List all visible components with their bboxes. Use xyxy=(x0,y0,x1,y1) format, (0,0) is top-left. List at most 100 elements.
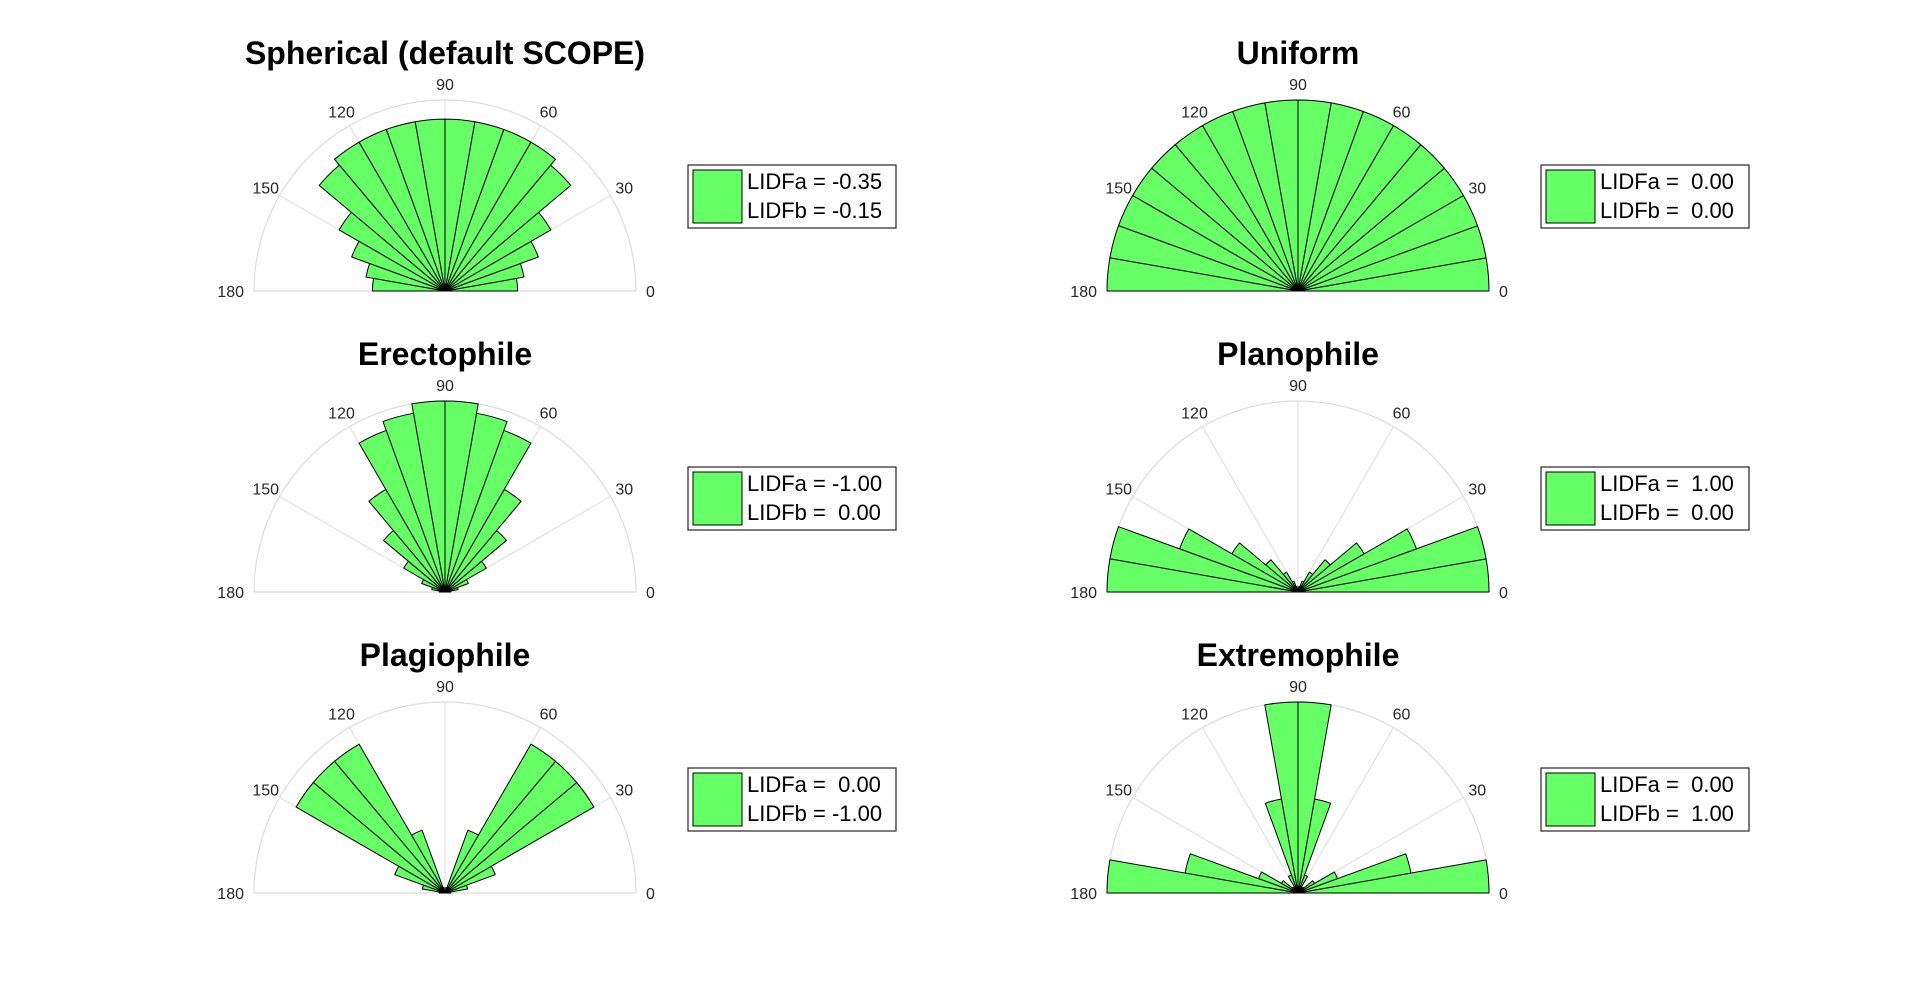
tick-label-180: 180 xyxy=(217,585,244,602)
tick-label-120: 120 xyxy=(1181,707,1208,724)
tick-label-120: 120 xyxy=(328,406,355,423)
bar-bin-165 xyxy=(421,884,446,894)
tick-label-150: 150 xyxy=(1105,783,1132,800)
tick-label-60: 60 xyxy=(1393,406,1411,423)
legend-entry: LIDFa = 0.00 xyxy=(1600,772,1734,797)
legend-entry: LIDFb = 0.00 xyxy=(1600,500,1734,525)
bar-bin-155 xyxy=(351,240,446,292)
bar-bin-15 xyxy=(1297,526,1487,593)
tick-label-150: 150 xyxy=(252,482,279,499)
spoke-60 xyxy=(1297,727,1394,894)
polar-chart-1: Spherical (default SCOPE) 0 30 60 90 120 150 18… xyxy=(217,35,897,301)
bar-bin-145 xyxy=(338,211,446,292)
legend-entry: LIDFa = -0.35 xyxy=(747,169,882,194)
tick-label-0: 0 xyxy=(646,284,655,301)
tick-label-30: 30 xyxy=(615,482,633,499)
tick-label-30: 30 xyxy=(615,181,633,198)
tick-label-180: 180 xyxy=(1070,886,1097,903)
tick-label-150: 150 xyxy=(1105,482,1132,499)
bar-bin-125 xyxy=(368,488,446,593)
tick-label-150: 150 xyxy=(252,181,279,198)
tick-label-60: 60 xyxy=(540,406,558,423)
polar-chart-3: Erectophile 0 30 60 90 120 150 180 LIDFa = -1.00… xyxy=(217,336,897,602)
polar-chart-6: Extremophile 0 30 60 90 120 150 180 LIDFa = 0.00… xyxy=(1070,637,1750,903)
tick-label-30: 30 xyxy=(1468,181,1486,198)
legend-entry: LIDFb = 1.00 xyxy=(1600,801,1734,826)
bar-bin-115 xyxy=(358,429,446,593)
tick-label-90: 90 xyxy=(436,679,454,696)
legend: LIDFa = 1.00 LIDFb = 0.00 xyxy=(1540,466,1750,531)
tick-label-0: 0 xyxy=(646,886,655,903)
tick-label-0: 0 xyxy=(1499,886,1508,903)
legend: LIDFa = 0.00 LIDFb = 1.00 xyxy=(1540,767,1750,832)
spoke-120 xyxy=(1202,727,1299,894)
bar-bin-55 xyxy=(1297,571,1314,593)
tick-label-90: 90 xyxy=(1289,77,1307,94)
tick-label-0: 0 xyxy=(1499,585,1508,602)
bar-bin-175 xyxy=(1106,257,1299,292)
polar-chart-5: Plagiophile 0 30 60 90 120 150 180 LIDFa = 0.00L… xyxy=(217,637,897,903)
tick-label-180: 180 xyxy=(217,284,244,301)
legend: LIDFa = 0.00 LIDFb = 0.00 xyxy=(1540,164,1750,229)
bar-bin-35 xyxy=(1297,542,1365,593)
spoke-120 xyxy=(1202,426,1299,593)
legend: LIDFa = -0.35 LIDFb = -0.15 xyxy=(687,164,897,229)
bar-bin-45 xyxy=(1297,559,1331,593)
bar-bin-175 xyxy=(1106,859,1299,894)
bar-bin-65 xyxy=(444,829,479,894)
bar-bin-135 xyxy=(383,530,446,593)
legend-entry: LIDFa = 0.00 xyxy=(1600,169,1734,194)
bar-bin-145 xyxy=(295,782,446,894)
chart-title: Uniform xyxy=(1237,35,1360,71)
tick-label-60: 60 xyxy=(540,707,558,724)
bar-bin-175 xyxy=(1106,558,1299,593)
bar-bin-175 xyxy=(438,590,446,593)
bar-bin-55 xyxy=(444,743,556,894)
bar-bin-155 xyxy=(394,865,446,894)
legend: LIDFa = 0.00 LIDFb = -1.00 xyxy=(687,767,897,832)
bar-bin-165 xyxy=(365,263,446,292)
legend: LIDFa = -1.00 LIDFb = 0.00 xyxy=(687,466,897,531)
legend-swatch xyxy=(1545,471,1596,526)
polar-chart-2: Uniform 0 30 60 90 120 150 180 LIDFa = 0.00 LIDFb… xyxy=(1070,35,1750,301)
bar-bin-175 xyxy=(371,277,446,292)
tick-label-90: 90 xyxy=(436,77,454,94)
legend-swatch xyxy=(1545,772,1596,827)
chart-title: Plagiophile xyxy=(360,637,531,673)
chart-title: Erectophile xyxy=(358,336,532,372)
tick-label-90: 90 xyxy=(436,378,454,395)
tick-label-30: 30 xyxy=(1468,482,1486,499)
tick-label-120: 120 xyxy=(1181,406,1208,423)
bar-bin-155 xyxy=(421,579,446,593)
tick-label-0: 0 xyxy=(1499,284,1508,301)
tick-label-120: 120 xyxy=(1181,105,1208,122)
tick-label-30: 30 xyxy=(615,783,633,800)
bar-bin-175 xyxy=(438,891,446,894)
tick-label-150: 150 xyxy=(1105,181,1132,198)
legend-entry: LIDFb = 0.00 xyxy=(747,500,881,525)
bar-bin-135 xyxy=(318,164,446,292)
tick-label-150: 150 xyxy=(252,783,279,800)
tick-label-30: 30 xyxy=(1468,783,1486,800)
tick-label-180: 180 xyxy=(217,886,244,903)
tick-label-90: 90 xyxy=(1289,378,1307,395)
legend-entry: LIDFb = 0.00 xyxy=(1600,198,1734,223)
spoke-60 xyxy=(1297,426,1394,593)
tick-label-60: 60 xyxy=(1393,105,1411,122)
tick-label-90: 90 xyxy=(1289,679,1307,696)
bar-bin-165 xyxy=(431,586,446,593)
tick-label-60: 60 xyxy=(1393,707,1411,724)
legend-swatch xyxy=(692,772,743,827)
legend-entry: LIDFb = -0.15 xyxy=(747,198,882,223)
tick-label-180: 180 xyxy=(1070,284,1097,301)
bar-bin-125 xyxy=(334,141,446,292)
legend-swatch xyxy=(1545,169,1596,224)
tick-label-60: 60 xyxy=(540,105,558,122)
tick-label-180: 180 xyxy=(1070,585,1097,602)
legend-entry: LIDFa = -1.00 xyxy=(747,471,882,496)
tick-label-120: 120 xyxy=(328,707,355,724)
tick-label-0: 0 xyxy=(646,585,655,602)
bar-bin-105 xyxy=(382,412,446,593)
